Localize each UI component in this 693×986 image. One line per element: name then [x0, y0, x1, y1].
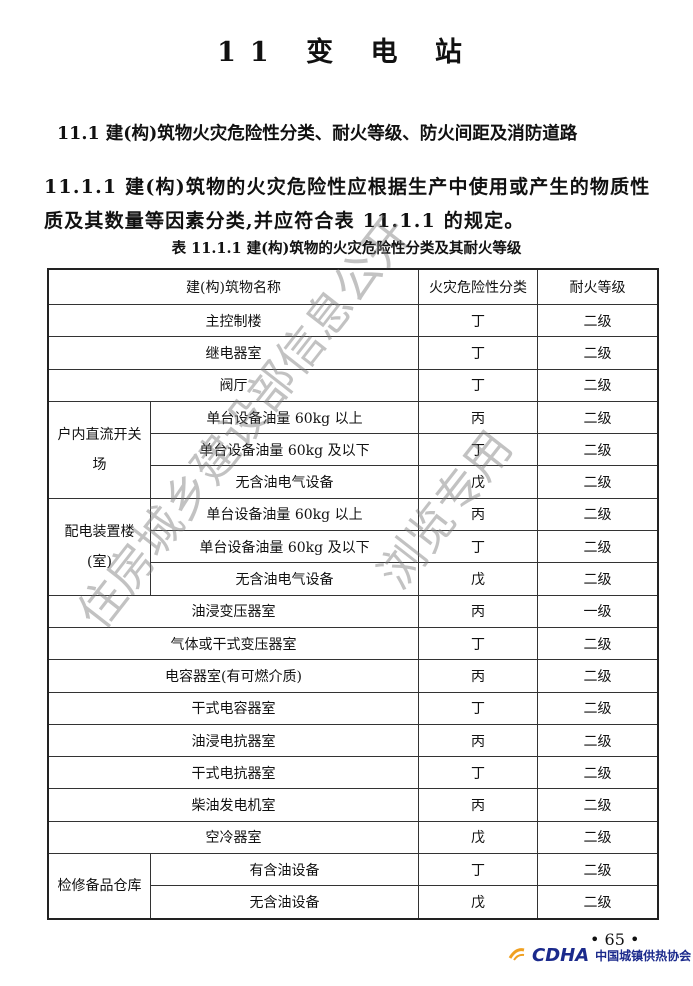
grade-cell: 二级 [537, 530, 659, 564]
chapter-title: 11 变 电 站 [217, 37, 476, 68]
page-number: • 65 • [590, 930, 640, 949]
name-cell: 电容器室(有可燃介质) [47, 659, 419, 693]
table-row: 继电器室丁二级 [47, 336, 659, 370]
name-cell: 主控制楼 [47, 303, 419, 338]
table-row: 无含油电气设备戊二级 [48, 465, 659, 499]
grade-cell: 二级 [537, 465, 659, 499]
table-header-row: 建(构)筑物名称 火灾危险性分类 耐火等级 [47, 268, 659, 305]
grade-cell: 二级 [537, 497, 659, 532]
name-cell: 单台设备油量 60kg 及以下 [150, 433, 419, 467]
class-cell: 丙 [418, 723, 538, 758]
table-row: 单台设备油量 60kg 及以下丁二级 [48, 433, 659, 467]
class-cell: 丁 [418, 433, 538, 467]
table-row: 柴油发电机室丙二级 [47, 788, 659, 822]
grade-cell: 二级 [537, 400, 659, 435]
table-row: 电容器室(有可燃介质) 丙二级 [47, 659, 659, 693]
table-row: 油浸电抗器室丙二级 [47, 723, 659, 758]
section-heading: 11.1 建(构)筑物火灾危险性分类、耐火等级、防火间距及消防道路 [57, 124, 578, 144]
class-cell: 丙 [418, 497, 538, 532]
name-cell: 继电器室 [47, 336, 419, 370]
grade-cell: 一级 [537, 594, 659, 628]
class-cell: 丙 [418, 594, 538, 628]
clause-text: 11.1.1 建(构)筑物的火灾危险性应根据生产中使用或产生的物质性质及其数量等… [44, 176, 651, 232]
group-cell: 户内直流开关场 [47, 400, 151, 499]
class-cell: 戊 [418, 885, 538, 920]
class-cell: 丁 [418, 530, 538, 564]
name-cell: 空冷器室 [47, 820, 419, 855]
grade-cell: 二级 [537, 368, 659, 402]
grade-cell: 二级 [537, 691, 659, 725]
name-cell: 油浸变压器室 [47, 594, 419, 628]
table-row: 空冷器室戊二级 [47, 820, 659, 855]
table-row: 无含油设备戊二级 [48, 885, 659, 920]
name-cell: 干式电容器室 [47, 691, 419, 725]
grade-cell: 二级 [537, 433, 659, 467]
header-cell: 耐火等级 [537, 268, 659, 305]
header-cell: 火灾危险性分类 [418, 268, 538, 305]
table-row: 油浸变压器室丙一级 [47, 594, 659, 628]
name-cell: 无含油电气设备 [150, 562, 419, 596]
grade-cell: 二级 [537, 853, 659, 887]
grade-cell: 二级 [537, 659, 659, 693]
class-cell: 丁 [418, 368, 538, 402]
class-cell: 丁 [418, 336, 538, 370]
table-row: 干式电抗器室丁二级 [47, 756, 659, 790]
grade-cell: 二级 [537, 820, 659, 855]
name-cell: 柴油发电机室 [47, 788, 419, 822]
name-cell: 干式电抗器室 [47, 756, 419, 790]
table-row: 阀厅丁二级 [47, 368, 659, 402]
class-cell: 丁 [418, 691, 538, 725]
table-row: 主控制楼丁二级 [47, 303, 659, 338]
name-cell: 单台设备油量 60kg 以上 [150, 497, 419, 532]
logo-mark: CDHA [532, 944, 590, 966]
class-cell: 丁 [418, 756, 538, 790]
class-cell: 丁 [418, 303, 538, 338]
table-row: 户内直流开关场 单台设备油量 60kg 以上丙二级 [47, 400, 659, 499]
class-cell: 戊 [418, 820, 538, 855]
group-cell: 检修备品仓库 [47, 853, 151, 920]
name-cell: 有含油设备 [150, 853, 419, 887]
table-caption: 表 11.1.1 建(构)筑物的火灾危险性分类及其耐火等级 [171, 240, 522, 257]
name-cell: 单台设备油量 60kg 及以下 [150, 530, 419, 564]
name-cell: 无含油电气设备 [150, 465, 419, 499]
class-cell: 丁 [418, 853, 538, 887]
grade-cell: 二级 [537, 788, 659, 822]
class-cell: 丁 [418, 626, 538, 661]
name-cell: 气体或干式变压器室 [47, 626, 419, 661]
fire-hazard-table: 建(构)筑物名称 火灾危险性分类 耐火等级 主控制楼丁二级 继电器室丁二级 阀厅丁二级 户内… [47, 268, 659, 920]
class-cell: 戊 [418, 465, 538, 499]
grade-cell: 二级 [537, 303, 659, 338]
table-row: 气体或干式变压器室丁二级 [47, 626, 659, 661]
table-row: 配电装置楼(室) 单台设备油量 60kg 以上丙二级 [47, 497, 659, 596]
grade-cell: 二级 [537, 885, 659, 920]
table-row: 单台设备油量 60kg 及以下丁二级 [48, 530, 659, 564]
table-row: 无含油电气设备戊二级 [48, 562, 659, 596]
grade-cell: 二级 [537, 756, 659, 790]
class-cell: 丙 [418, 659, 538, 693]
name-cell: 阀厅 [47, 368, 419, 402]
header-cell: 建(构)筑物名称 [47, 268, 419, 305]
signal-arc-icon [508, 948, 525, 961]
grade-cell: 二级 [537, 626, 659, 661]
table-row: 检修备品仓库 有含油设备丁二级 [47, 853, 659, 920]
group-cell: 配电装置楼(室) [47, 497, 151, 596]
class-cell: 丙 [418, 788, 538, 822]
logo-org: 中国城镇供热协会 [595, 948, 692, 963]
name-cell: 油浸电抗器室 [47, 723, 419, 758]
name-cell: 单台设备油量 60kg 以上 [150, 400, 419, 435]
class-cell: 戊 [418, 562, 538, 596]
class-cell: 丙 [418, 400, 538, 435]
grade-cell: 二级 [537, 723, 659, 758]
table-row: 干式电容器室丁二级 [47, 691, 659, 725]
grade-cell: 二级 [537, 562, 659, 596]
grade-cell: 二级 [537, 336, 659, 370]
publisher-logo: CDHA 中国城镇供热协会 [506, 944, 691, 966]
name-cell: 无含油设备 [150, 885, 419, 920]
